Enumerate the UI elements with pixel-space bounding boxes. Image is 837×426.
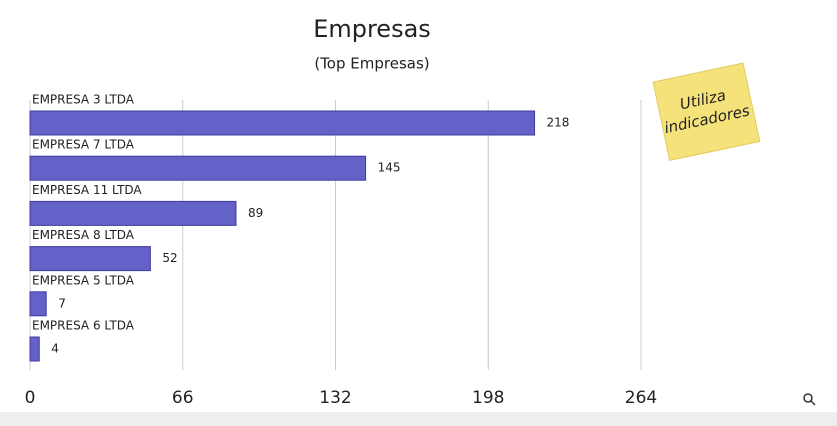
- search-icon[interactable]: [803, 393, 816, 406]
- value-label: 218: [547, 116, 570, 130]
- y-tick-label: EMPRESA 5 LTDA: [32, 273, 135, 287]
- value-label: 145: [378, 161, 401, 175]
- value-label: 89: [248, 206, 263, 220]
- y-tick-label: EMPRESA 6 LTDA: [32, 319, 135, 333]
- x-tick-label: 66: [172, 388, 194, 408]
- note-paper: [652, 62, 761, 162]
- bar: [29, 246, 151, 272]
- y-tick-label: EMPRESA 3 LTDA: [32, 93, 135, 107]
- bar: [29, 291, 47, 317]
- sticky-note: Utiliza indicadores: [652, 62, 761, 162]
- y-tick-label: EMPRESA 11 LTDA: [32, 183, 142, 197]
- y-tick-label: EMPRESA 8 LTDA: [32, 228, 135, 242]
- value-label: 7: [58, 296, 66, 310]
- x-tick-label: 132: [319, 388, 351, 408]
- bar: [29, 336, 40, 362]
- x-tick-label: 198: [472, 388, 504, 408]
- x-tick-label: 264: [625, 388, 657, 408]
- footer-bar: [0, 412, 837, 426]
- chart-title: Empresas: [313, 15, 431, 43]
- search-lens: [803, 393, 813, 403]
- bar: [29, 200, 237, 226]
- value-label: 52: [162, 251, 177, 265]
- search-handle: [810, 400, 816, 406]
- x-tick-label: 0: [25, 388, 36, 408]
- bar: [29, 110, 536, 136]
- bar: [29, 155, 367, 181]
- value-label: 4: [51, 342, 59, 356]
- chart-subtitle: (Top Empresas): [314, 55, 429, 73]
- y-tick-label: EMPRESA 7 LTDA: [32, 138, 135, 152]
